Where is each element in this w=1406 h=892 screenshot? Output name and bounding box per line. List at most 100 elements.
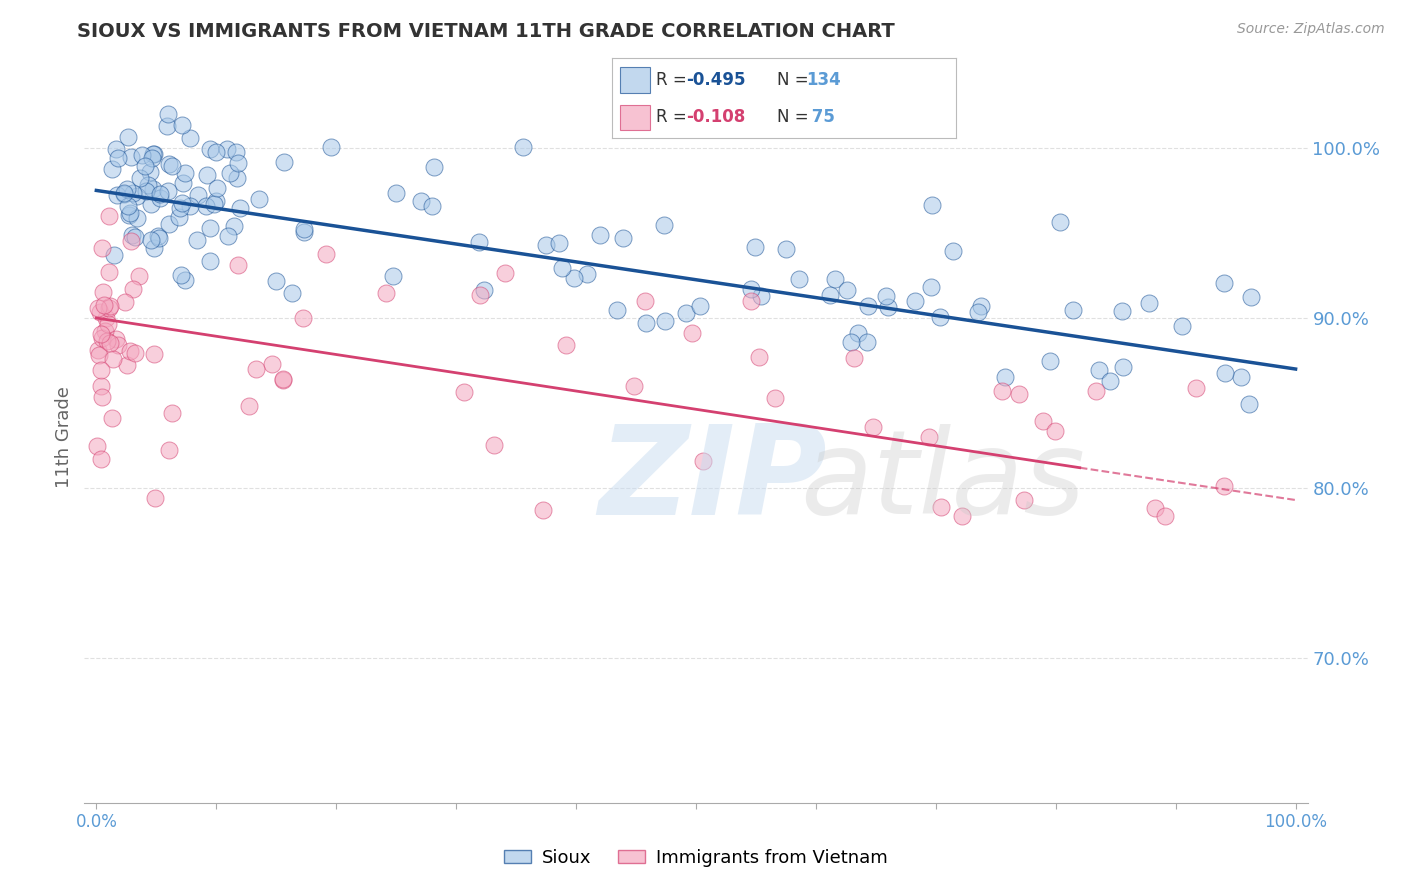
Point	[98, 301, 121, 315]
Point	[122, 282, 145, 296]
Text: R =: R =	[657, 70, 692, 88]
Point	[94, 325, 117, 339]
Point	[89, 348, 111, 362]
Point	[131, 148, 153, 162]
Point	[120, 206, 142, 220]
Point	[139, 197, 162, 211]
Point	[875, 289, 897, 303]
Point	[142, 347, 165, 361]
Point	[117, 130, 139, 145]
Point	[157, 107, 180, 121]
Point	[91, 285, 114, 299]
Point	[468, 235, 491, 250]
Point	[169, 202, 191, 216]
Point	[127, 189, 149, 203]
Point	[229, 201, 252, 215]
Point	[101, 352, 124, 367]
Point	[107, 337, 129, 351]
Point	[160, 406, 183, 420]
Point	[90, 363, 112, 377]
Text: N =: N =	[778, 109, 814, 127]
Point	[205, 194, 228, 208]
Point	[128, 269, 150, 284]
Text: Source: ZipAtlas.com: Source: ZipAtlas.com	[1237, 22, 1385, 37]
Point	[588, 227, 610, 242]
Point	[1171, 318, 1194, 333]
Point	[149, 191, 172, 205]
Point	[226, 155, 249, 169]
Point	[172, 118, 194, 132]
Point	[107, 152, 129, 166]
Point	[117, 199, 139, 213]
Point	[1112, 360, 1135, 375]
Point	[533, 503, 555, 517]
Point	[90, 451, 112, 466]
Point	[675, 306, 697, 320]
Point	[118, 343, 141, 358]
Point	[315, 247, 337, 261]
Point	[262, 357, 284, 371]
Point	[215, 142, 238, 156]
Point	[1084, 384, 1107, 398]
Point	[824, 272, 846, 286]
Point	[844, 351, 866, 366]
Point	[321, 140, 343, 154]
Point	[120, 150, 142, 164]
Point	[167, 210, 190, 224]
Point	[157, 442, 180, 457]
Point	[692, 454, 714, 468]
Point	[200, 254, 222, 268]
Point	[1088, 363, 1111, 377]
Point	[226, 258, 249, 272]
Point	[264, 274, 287, 288]
Point	[453, 384, 475, 399]
Point	[115, 182, 138, 196]
Point	[142, 182, 165, 196]
Point	[612, 230, 634, 244]
Point	[1212, 276, 1234, 290]
Point	[748, 350, 770, 364]
Point	[226, 171, 249, 186]
Point	[146, 229, 169, 244]
Point	[1008, 386, 1031, 401]
Point	[170, 268, 193, 282]
Point	[468, 288, 491, 302]
Point	[551, 260, 574, 275]
Point	[219, 166, 242, 180]
Legend: Sioux, Immigrants from Vietnam: Sioux, Immigrants from Vietnam	[496, 842, 896, 874]
Point	[247, 193, 270, 207]
Text: -0.495: -0.495	[686, 70, 745, 88]
Point	[654, 314, 676, 328]
Point	[202, 197, 225, 211]
Point	[114, 295, 136, 310]
Point	[877, 300, 900, 314]
Point	[411, 194, 433, 208]
Text: N =: N =	[778, 70, 814, 88]
Point	[115, 358, 138, 372]
Point	[763, 391, 786, 405]
Point	[929, 500, 952, 515]
Point	[942, 244, 965, 259]
Y-axis label: 11th Grade: 11th Grade	[55, 386, 73, 488]
Point	[281, 286, 304, 301]
Point	[97, 265, 120, 279]
Point	[204, 145, 226, 159]
Point	[1062, 303, 1084, 318]
Point	[149, 187, 172, 202]
Text: SIOUX VS IMMIGRANTS FROM VIETNAM 11TH GRADE CORRELATION CHART: SIOUX VS IMMIGRANTS FROM VIETNAM 11TH GR…	[77, 22, 896, 41]
Point	[105, 142, 128, 156]
Point	[124, 230, 146, 244]
Point	[292, 222, 315, 236]
Point	[921, 198, 943, 212]
Point	[740, 282, 762, 296]
Point	[273, 155, 295, 169]
Point	[112, 186, 135, 201]
Point	[89, 305, 111, 319]
Point	[633, 293, 655, 308]
Point	[1215, 367, 1237, 381]
Point	[135, 184, 157, 198]
Point	[681, 326, 703, 340]
Point	[174, 273, 197, 287]
Point	[205, 181, 228, 195]
Point	[121, 228, 143, 243]
